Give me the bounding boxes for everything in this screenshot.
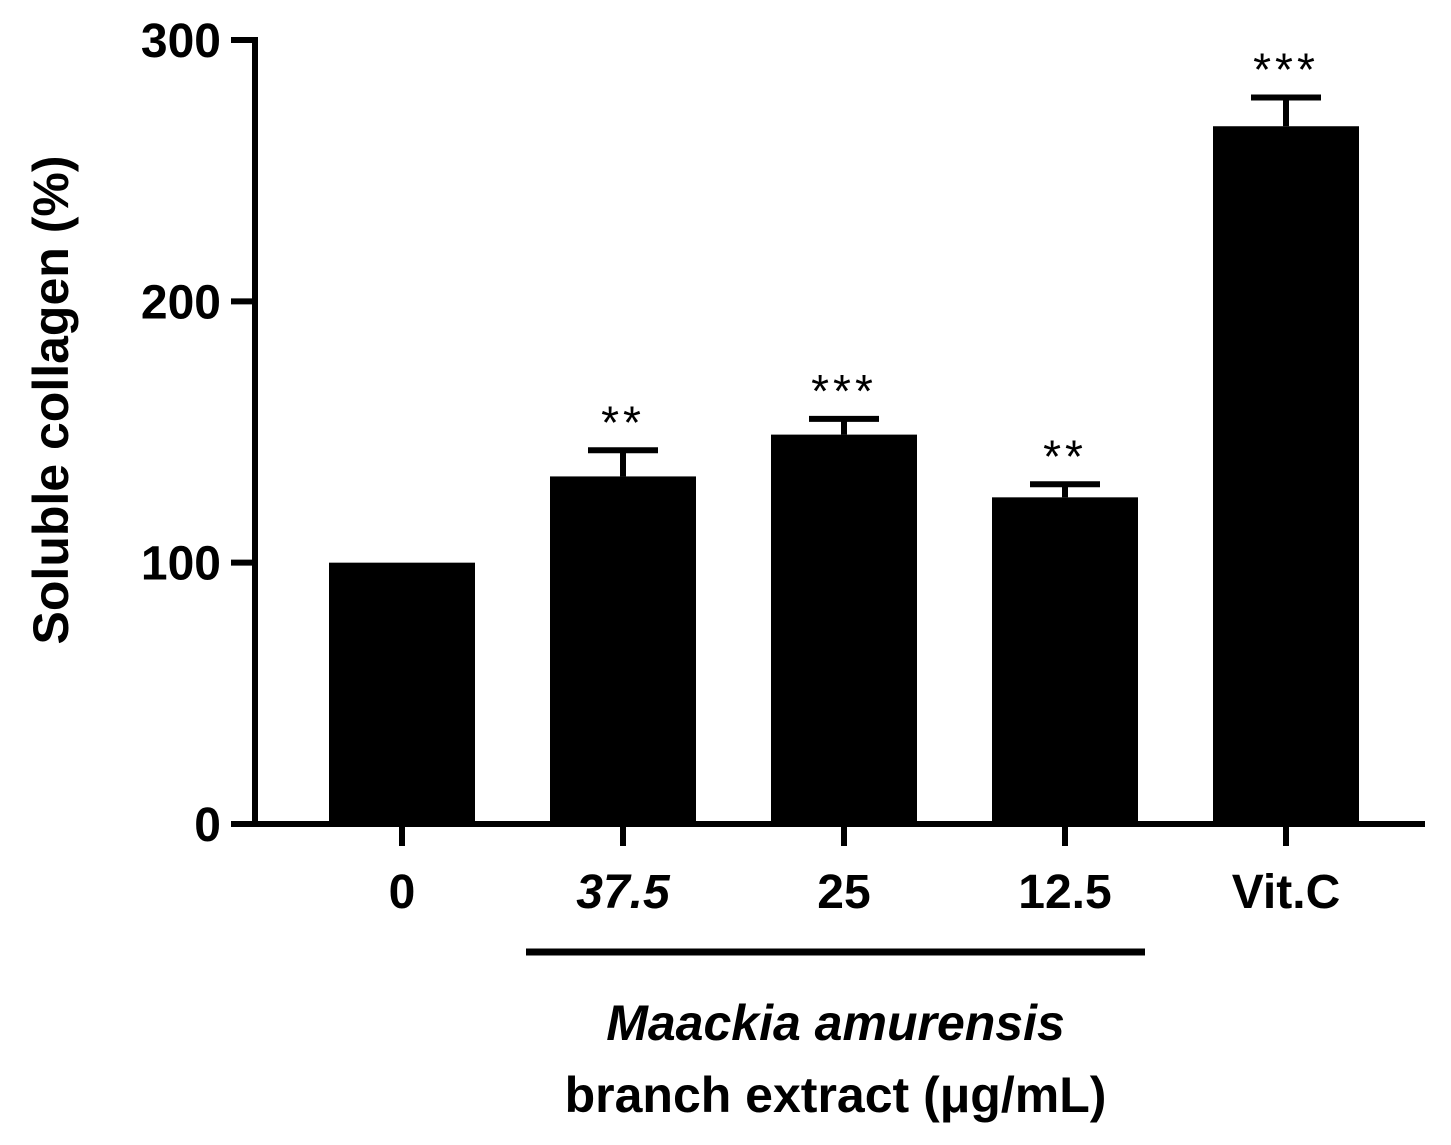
bar-Vit.C [1213,126,1359,825]
significance-label: ** [1043,430,1087,482]
significance-label: ** [601,396,645,448]
bar-12.5 [992,497,1138,824]
y-ticks-group: 0 100 200 300 [141,15,255,852]
x-tick-label: 12.5 [1018,866,1111,919]
axes-group [252,37,1425,827]
bar-0 [329,562,475,824]
y-axis-title: Soluble collagen (%) [23,156,79,645]
y-tick-label: 200 [141,276,221,329]
x-tick-label: 37.5 [576,866,671,919]
x-tick-label: 0 [389,866,416,919]
bar-37.5 [550,476,696,824]
significance-label: *** [1253,43,1319,95]
significance-label: *** [811,365,877,417]
group-label-species: Maackia amurensis [606,995,1065,1051]
x-tick-label: Vit.C [1232,866,1340,919]
y-tick-label: 300 [141,15,221,68]
y-tick-label: 0 [194,799,221,852]
bars-group [329,126,1359,825]
error-bars-group [588,94,1321,498]
group-label-unit: branch extract (μg/mL) [565,1067,1107,1123]
y-tick-label: 100 [141,538,221,591]
bar-25 [771,434,917,824]
significance-group: ********** [601,43,1319,482]
x-ticks-group: 0 37.5 25 12.5 Vit.C [389,824,1340,919]
x-tick-label: 25 [817,866,870,919]
